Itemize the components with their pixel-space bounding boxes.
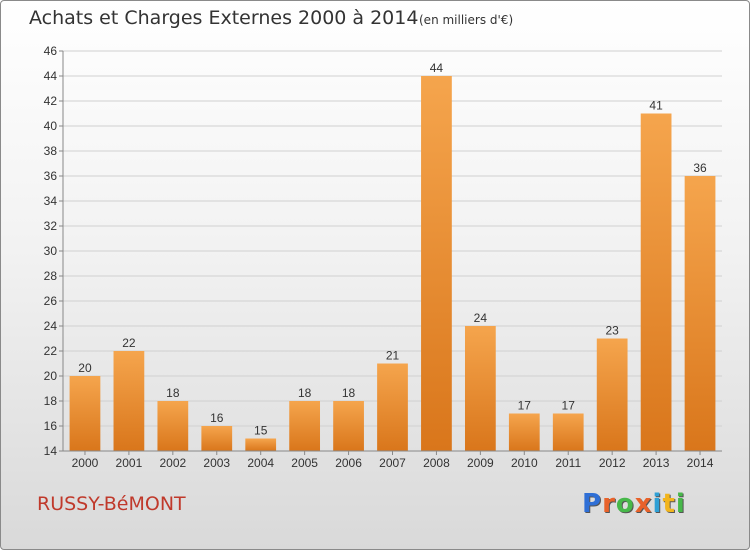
bar-2011 bbox=[552, 413, 584, 451]
x-tick-label-2000: 2000 bbox=[72, 456, 99, 470]
value-label-2007: 21 bbox=[386, 349, 400, 363]
x-tick-label-2004: 2004 bbox=[247, 456, 274, 470]
y-tick-label: 42 bbox=[44, 94, 58, 108]
bar-2009 bbox=[464, 326, 496, 451]
y-tick-label: 26 bbox=[44, 294, 58, 308]
x-tick-label-2013: 2013 bbox=[643, 456, 670, 470]
x-tick-label-2008: 2008 bbox=[423, 456, 450, 470]
bars: 20 22 18 16 15 18 18 21 44 24 17 17 23 41 36 bbox=[69, 61, 716, 451]
bar-2013 bbox=[640, 113, 672, 451]
bar-2010 bbox=[508, 413, 540, 451]
y-tick-label: 32 bbox=[44, 219, 58, 233]
value-label-2005: 18 bbox=[298, 386, 312, 400]
value-label-2009: 24 bbox=[474, 311, 488, 325]
x-tick-label-2003: 2003 bbox=[203, 456, 230, 470]
bar-2004 bbox=[245, 438, 277, 451]
logo-letter: i bbox=[652, 489, 663, 519]
y-tick-label: 20 bbox=[44, 369, 58, 383]
value-label-2006: 18 bbox=[342, 386, 356, 400]
bar-2003 bbox=[201, 426, 233, 451]
value-label-2008: 44 bbox=[430, 61, 444, 75]
bar-2002 bbox=[157, 401, 189, 451]
x-tick-label-2009: 2009 bbox=[467, 456, 494, 470]
y-tick-label: 40 bbox=[44, 119, 58, 133]
chart-title: Achats et Charges Externes 2000 à 2014 bbox=[29, 7, 419, 29]
y-tick-label: 28 bbox=[44, 269, 58, 283]
value-label-2002: 18 bbox=[166, 386, 180, 400]
y-tick-label: 44 bbox=[44, 69, 58, 83]
logo-letter: o bbox=[615, 489, 635, 519]
logo-letter: P bbox=[582, 489, 603, 519]
bar-2006 bbox=[333, 401, 364, 451]
y-tick-label: 14 bbox=[44, 444, 58, 458]
y-tick-label: 16 bbox=[44, 419, 58, 433]
logo-letter: t bbox=[662, 489, 676, 519]
logo-letter: x bbox=[634, 489, 653, 519]
value-label-2001: 22 bbox=[122, 336, 136, 350]
y-tick-label: 46 bbox=[44, 44, 58, 58]
value-label-2013: 41 bbox=[649, 99, 663, 113]
x-tick-label-2002: 2002 bbox=[159, 456, 186, 470]
bar-2007 bbox=[377, 363, 408, 451]
y-tick-label: 22 bbox=[44, 344, 58, 358]
bar-2000 bbox=[69, 376, 101, 451]
bar-2014 bbox=[684, 176, 716, 451]
proxiti-logo[interactable]: Proxiti bbox=[582, 489, 686, 519]
bar-2005 bbox=[289, 401, 321, 451]
x-tick-label-2011: 2011 bbox=[555, 456, 581, 470]
x-tick-label-2014: 2014 bbox=[687, 456, 714, 470]
value-label-2004: 15 bbox=[254, 424, 268, 438]
x-tick-label-2010: 2010 bbox=[511, 456, 538, 470]
commune-name: RUSSY-BéMONT bbox=[37, 493, 186, 515]
y-tick-label: 18 bbox=[44, 394, 58, 408]
bar-2012 bbox=[596, 338, 628, 451]
logo-letter: i bbox=[675, 489, 686, 519]
y-tick-label: 34 bbox=[44, 194, 58, 208]
bar-2008 bbox=[421, 76, 452, 451]
logo-letter: r bbox=[602, 489, 616, 519]
y-tick-label: 24 bbox=[44, 319, 58, 333]
value-label-2014: 36 bbox=[693, 161, 707, 175]
chart-unit: (en milliers d'€) bbox=[419, 13, 514, 27]
bar-2001 bbox=[113, 351, 145, 451]
x-tick-label-2001: 2001 bbox=[116, 456, 143, 470]
value-label-2011: 17 bbox=[562, 399, 576, 413]
y-tick-label: 36 bbox=[44, 169, 58, 183]
axes: 14 16 18 20 22 24 26 28 30 32 34 36 38 40 42 44 46 2000 20… bbox=[44, 44, 722, 470]
value-label-2010: 17 bbox=[518, 399, 532, 413]
y-tick-label: 30 bbox=[44, 244, 58, 258]
x-tick-label-2005: 2005 bbox=[291, 456, 318, 470]
x-tick-label-2012: 2012 bbox=[599, 456, 626, 470]
x-tick-label-2006: 2006 bbox=[335, 456, 362, 470]
value-label-2003: 16 bbox=[210, 411, 224, 425]
value-label-2012: 23 bbox=[605, 324, 619, 338]
y-tick-label: 38 bbox=[44, 144, 58, 158]
value-label-2000: 20 bbox=[78, 361, 92, 375]
x-tick-label-2007: 2007 bbox=[379, 456, 406, 470]
